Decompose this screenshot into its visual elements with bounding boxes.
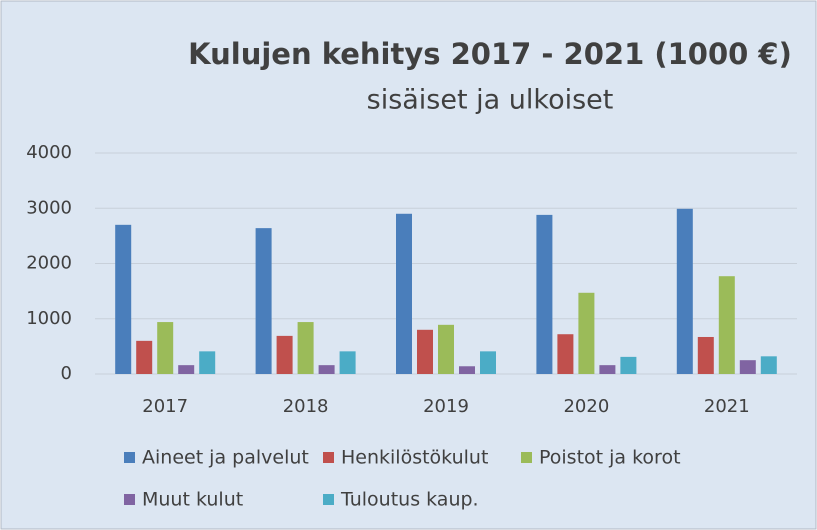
y-tick-label: 1000 <box>26 308 72 329</box>
bar <box>417 329 433 374</box>
x-tick-label: 2018 <box>283 396 329 417</box>
bar <box>739 360 756 374</box>
legend-swatch <box>124 494 135 505</box>
x-tick-label: 2017 <box>142 396 188 417</box>
x-tick-label: 2021 <box>704 396 750 417</box>
bar <box>199 351 216 374</box>
legend-label: Tuloutus kaup. <box>340 489 479 511</box>
y-tick-label: 2000 <box>26 253 72 274</box>
bar <box>136 340 153 374</box>
bar <box>620 356 637 374</box>
bar <box>718 276 735 374</box>
x-tick-label: 2019 <box>423 396 469 417</box>
bar <box>697 336 714 374</box>
bar <box>255 228 272 374</box>
legend-label: Henkilöstökulut <box>341 447 488 469</box>
y-tick-label: 3000 <box>26 197 72 218</box>
legend-swatch <box>124 452 135 463</box>
bar <box>557 334 574 374</box>
bar <box>396 213 412 374</box>
legend-label: Muut kulut <box>142 489 243 511</box>
chart-subtitle: sisäiset ja ulkoiset <box>367 85 614 116</box>
chart-title: Kulujen kehitys 2017 - 2021 (1000 €) <box>188 37 792 71</box>
bar <box>599 365 616 374</box>
legend-swatch <box>323 494 334 505</box>
legend-label: Aineet ja palvelut <box>142 447 309 469</box>
legend-label: Poistot ja korot <box>539 447 681 469</box>
bar <box>676 208 693 374</box>
bar <box>276 335 293 374</box>
bar <box>318 365 335 374</box>
bar <box>297 322 314 374</box>
bar <box>480 351 496 374</box>
legend-swatch <box>521 452 532 463</box>
bar <box>115 224 132 374</box>
bar <box>157 322 174 374</box>
bar <box>438 324 454 374</box>
legend-swatch <box>323 452 334 463</box>
bar <box>760 356 777 374</box>
bar <box>578 292 595 374</box>
bar <box>459 366 475 374</box>
bar <box>178 365 195 374</box>
y-tick-label: 0 <box>61 363 72 384</box>
bar <box>339 351 356 374</box>
x-tick-label: 2020 <box>563 396 609 417</box>
y-tick-label: 4000 <box>26 142 72 163</box>
bar <box>536 214 553 374</box>
